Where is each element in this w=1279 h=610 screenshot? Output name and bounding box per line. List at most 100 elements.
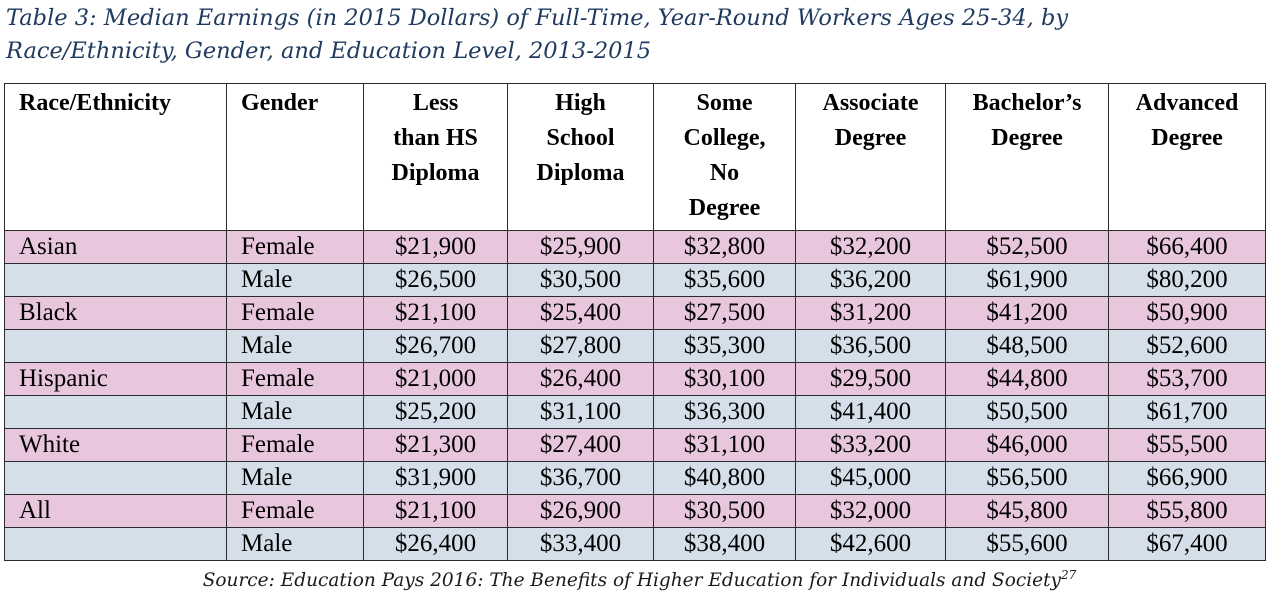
earnings-cell: $45,000 xyxy=(795,461,946,495)
header-gender: Gender xyxy=(226,83,364,231)
earnings-cell: $21,000 xyxy=(363,362,508,396)
earnings-cell: $36,200 xyxy=(795,263,946,297)
header-associate: Associate Degree xyxy=(795,83,946,231)
table-row: Male $26,500 $30,500 $35,600 $36,200 $61,900 $… xyxy=(4,263,1266,297)
earnings-cell: $35,300 xyxy=(653,329,796,363)
earnings-cell: $21,300 xyxy=(363,428,508,462)
earnings-cell: $25,200 xyxy=(363,395,508,429)
earnings-cell: $32,000 xyxy=(795,494,946,528)
earnings-cell: $56,500 xyxy=(945,461,1109,495)
earnings-cell: $26,900 xyxy=(507,494,654,528)
earnings-cell: $25,400 xyxy=(507,296,654,330)
earnings-cell: $21,900 xyxy=(363,230,508,264)
source-note: Source: Education Pays 2016: The Benefit… xyxy=(0,566,1279,596)
earnings-cell: $53,700 xyxy=(1108,362,1266,396)
table-row: Male $26,700 $27,800 $35,300 $36,500 $48,500 $… xyxy=(4,329,1266,363)
race-cell xyxy=(4,527,227,561)
header-bachelors: Bachelor’s Degree xyxy=(945,83,1109,231)
table-row: Asian Female $21,900 $25,900 $32,800 $32,200 $… xyxy=(4,230,1266,264)
earnings-cell: $35,600 xyxy=(653,263,796,297)
table-caption: Table 3: Median Earnings (in 2015 Dollar… xyxy=(6,2,1271,68)
earnings-cell: $45,800 xyxy=(945,494,1109,528)
earnings-cell: $38,400 xyxy=(653,527,796,561)
earnings-cell: $66,400 xyxy=(1108,230,1266,264)
table-row: Black Female $21,100 $25,400 $27,500 $31,200 $… xyxy=(4,296,1266,330)
race-cell xyxy=(4,329,227,363)
race-cell: White xyxy=(4,428,227,462)
race-cell xyxy=(4,461,227,495)
race-cell xyxy=(4,395,227,429)
header-less-than-hs: Less than HS Diploma xyxy=(363,83,508,231)
earnings-table: Race/Ethnicity Gender Less than HS Diploma… xyxy=(4,83,1266,561)
earnings-cell: $32,200 xyxy=(795,230,946,264)
earnings-cell: $61,900 xyxy=(945,263,1109,297)
earnings-cell: $80,200 xyxy=(1108,263,1266,297)
earnings-cell: $52,600 xyxy=(1108,329,1266,363)
earnings-cell: $31,900 xyxy=(363,461,508,495)
caption-line-1: Table 3: Median Earnings (in 2015 Dollar… xyxy=(6,5,1069,31)
gender-cell: Female xyxy=(226,428,364,462)
table-row: All Female $21,100 $26,900 $30,500 $32,000 $45… xyxy=(4,494,1266,528)
earnings-cell: $32,800 xyxy=(653,230,796,264)
earnings-cell: $33,400 xyxy=(507,527,654,561)
race-cell: All xyxy=(4,494,227,528)
earnings-cell: $30,500 xyxy=(507,263,654,297)
header-row: Race/Ethnicity Gender Less than HS Diploma… xyxy=(4,83,1266,231)
earnings-cell: $44,800 xyxy=(945,362,1109,396)
gender-cell: Female xyxy=(226,494,364,528)
earnings-cell: $42,600 xyxy=(795,527,946,561)
gender-cell: Female xyxy=(226,296,364,330)
earnings-cell: $36,300 xyxy=(653,395,796,429)
header-race-ethnicity: Race/Ethnicity xyxy=(4,83,227,231)
earnings-cell: $25,900 xyxy=(507,230,654,264)
race-cell xyxy=(4,263,227,297)
earnings-cell: $40,800 xyxy=(653,461,796,495)
gender-cell: Male xyxy=(226,527,364,561)
footnote-marker: 27 xyxy=(1060,567,1077,582)
race-cell: Black xyxy=(4,296,227,330)
earnings-cell: $48,500 xyxy=(945,329,1109,363)
gender-cell: Female xyxy=(226,230,364,264)
caption-line-2: Race/Ethnicity, Gender, and Education Le… xyxy=(6,38,652,64)
gender-cell: Female xyxy=(226,362,364,396)
earnings-cell: $27,500 xyxy=(653,296,796,330)
earnings-cell: $67,400 xyxy=(1108,527,1266,561)
earnings-cell: $26,400 xyxy=(507,362,654,396)
header-some-college: Some College, No Degree xyxy=(653,83,796,231)
gender-cell: Male xyxy=(226,395,364,429)
earnings-cell: $30,500 xyxy=(653,494,796,528)
earnings-cell: $61,700 xyxy=(1108,395,1266,429)
earnings-cell: $21,100 xyxy=(363,494,508,528)
earnings-cell: $41,400 xyxy=(795,395,946,429)
earnings-cell: $50,900 xyxy=(1108,296,1266,330)
table-body: Asian Female $21,900 $25,900 $32,800 $32,200 $… xyxy=(4,230,1266,561)
table-row: Hispanic Female $21,000 $26,400 $30,100 $29,5… xyxy=(4,362,1266,396)
race-cell: Asian xyxy=(4,230,227,264)
earnings-cell: $55,500 xyxy=(1108,428,1266,462)
earnings-cell: $31,200 xyxy=(795,296,946,330)
gender-cell: Male xyxy=(226,263,364,297)
table-row: White Female $21,300 $27,400 $31,100 $33,200 $… xyxy=(4,428,1266,462)
earnings-cell: $55,800 xyxy=(1108,494,1266,528)
earnings-cell: $50,500 xyxy=(945,395,1109,429)
table-row: Male $25,200 $31,100 $36,300 $41,400 $50,500 $… xyxy=(4,395,1266,429)
header-advanced: Advanced Degree xyxy=(1108,83,1266,231)
earnings-cell: $26,500 xyxy=(363,263,508,297)
earnings-cell: $52,500 xyxy=(945,230,1109,264)
earnings-cell: $31,100 xyxy=(653,428,796,462)
earnings-cell: $27,800 xyxy=(507,329,654,363)
table-row: Male $26,400 $33,400 $38,400 $42,600 $55,600 $… xyxy=(4,527,1266,561)
earnings-cell: $26,400 xyxy=(363,527,508,561)
gender-cell: Male xyxy=(226,329,364,363)
earnings-cell: $36,500 xyxy=(795,329,946,363)
earnings-cell: $30,100 xyxy=(653,362,796,396)
earnings-cell: $55,600 xyxy=(945,527,1109,561)
earnings-cell: $46,000 xyxy=(945,428,1109,462)
gender-cell: Male xyxy=(226,461,364,495)
header-high-school: High School Diploma xyxy=(507,83,654,231)
race-cell: Hispanic xyxy=(4,362,227,396)
earnings-cell: $66,900 xyxy=(1108,461,1266,495)
earnings-cell: $27,400 xyxy=(507,428,654,462)
earnings-cell: $31,100 xyxy=(507,395,654,429)
earnings-cell: $26,700 xyxy=(363,329,508,363)
